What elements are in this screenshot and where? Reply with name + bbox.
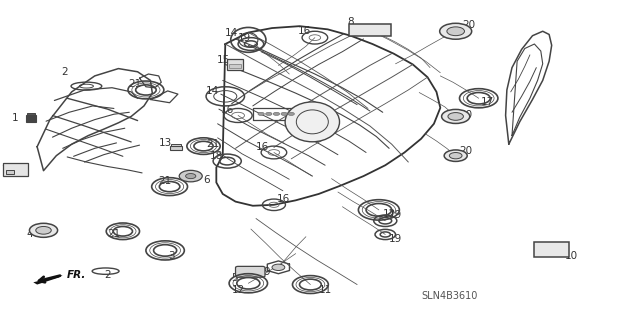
Circle shape [288, 112, 294, 115]
Text: 15: 15 [216, 55, 230, 65]
Circle shape [258, 112, 264, 115]
Circle shape [36, 226, 51, 234]
Text: 7: 7 [1, 165, 7, 175]
Circle shape [273, 112, 280, 115]
Text: 9: 9 [264, 267, 270, 277]
Circle shape [29, 223, 58, 237]
Bar [171, 144, 181, 146]
Text: 16: 16 [276, 194, 290, 204]
Circle shape [447, 27, 465, 36]
Ellipse shape [285, 102, 339, 142]
Circle shape [281, 112, 287, 115]
Text: 16: 16 [256, 142, 269, 152]
Text: 3: 3 [168, 251, 174, 261]
Bar [229, 64, 241, 68]
Text: 14: 14 [225, 27, 239, 38]
Circle shape [272, 264, 285, 271]
Text: 20: 20 [460, 145, 473, 156]
Text: 8: 8 [347, 17, 353, 27]
FancyBboxPatch shape [534, 242, 570, 257]
Circle shape [442, 109, 470, 123]
Text: SLN4B3610: SLN4B3610 [421, 291, 477, 301]
Circle shape [179, 170, 202, 182]
Text: 2: 2 [104, 270, 111, 280]
Text: 1: 1 [12, 113, 18, 123]
Circle shape [186, 174, 196, 179]
Text: 14: 14 [206, 86, 220, 96]
Bar [26, 115, 36, 122]
FancyBboxPatch shape [236, 266, 265, 277]
Polygon shape [33, 275, 63, 285]
Circle shape [449, 152, 462, 159]
Text: 19: 19 [389, 234, 403, 244]
Circle shape [444, 150, 467, 161]
Text: 4: 4 [27, 229, 33, 240]
Text: 21: 21 [128, 78, 141, 89]
Text: 19: 19 [238, 33, 252, 43]
FancyBboxPatch shape [349, 24, 390, 36]
Text: 6: 6 [204, 175, 210, 185]
Text: 21: 21 [206, 139, 220, 149]
Text: 12: 12 [383, 209, 396, 219]
Circle shape [440, 23, 472, 39]
Text: 21: 21 [159, 176, 172, 186]
Text: 19: 19 [389, 210, 403, 220]
Text: 21: 21 [108, 229, 121, 240]
Text: FR.: FR. [67, 270, 86, 280]
Text: 16: 16 [298, 26, 311, 36]
Circle shape [266, 112, 272, 115]
FancyBboxPatch shape [227, 59, 243, 70]
Text: 17: 17 [481, 97, 495, 107]
Text: 2: 2 [61, 67, 67, 77]
Circle shape [448, 113, 463, 120]
Text: 13: 13 [159, 138, 172, 148]
Text: 12: 12 [232, 285, 245, 295]
Bar [6, 170, 14, 174]
Text: 16: 16 [221, 105, 234, 115]
Text: 11: 11 [319, 285, 332, 295]
Text: 18: 18 [210, 151, 223, 161]
Text: 10: 10 [564, 251, 578, 261]
Text: 20: 20 [462, 20, 476, 30]
FancyBboxPatch shape [3, 163, 28, 176]
Bar [27, 113, 35, 115]
Bar [170, 146, 182, 150]
Text: 20: 20 [460, 110, 473, 121]
Text: 5: 5 [232, 273, 238, 283]
